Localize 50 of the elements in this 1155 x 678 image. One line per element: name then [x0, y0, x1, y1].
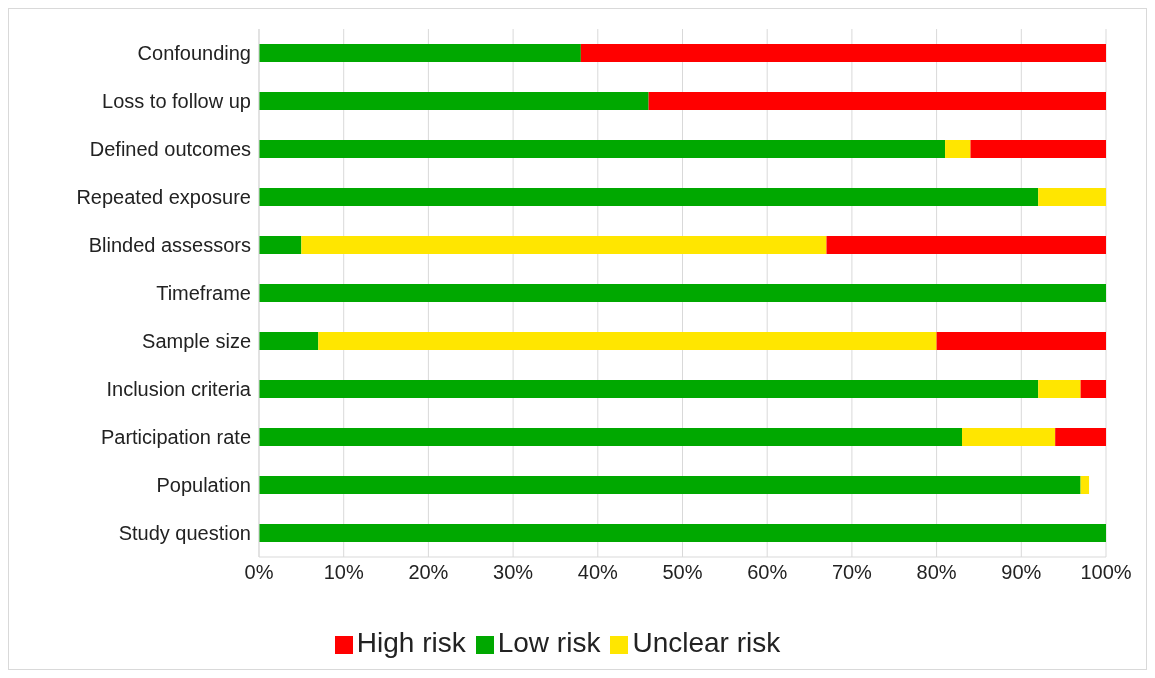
bar: [826, 236, 1106, 254]
bar: [301, 236, 827, 254]
x-tick-label: 70%: [831, 561, 873, 584]
bar: [580, 44, 1106, 62]
bar: [259, 92, 649, 110]
bar: [259, 284, 1106, 302]
y-tick-label: Blinded assessors: [88, 234, 251, 257]
legend-label: Unclear risk: [632, 627, 781, 658]
bar: [1080, 476, 1090, 494]
bar: [1080, 380, 1106, 398]
x-tick-label: 20%: [408, 561, 449, 584]
bar: [259, 524, 1106, 542]
bar: [259, 332, 319, 350]
y-tick-label: Loss to follow up: [102, 90, 251, 113]
x-tick-label: 100%: [1080, 561, 1132, 584]
bar: [970, 140, 1106, 158]
y-tick-label: Confounding: [137, 42, 251, 65]
bar: [259, 428, 963, 446]
bar: [945, 140, 971, 158]
legend-label: High risk: [356, 627, 466, 658]
x-tick-label: 30%: [493, 561, 534, 584]
y-tick-label: Population: [156, 474, 251, 497]
x-tick-label: 90%: [1001, 561, 1042, 584]
x-tick-label: 60%: [747, 561, 788, 584]
bar: [259, 236, 302, 254]
legend-label: Low risk: [497, 627, 601, 658]
bar: [936, 332, 1106, 350]
bar: [318, 332, 937, 350]
y-tick-label: Inclusion criteria: [106, 378, 252, 401]
bar: [259, 44, 581, 62]
bar: [259, 380, 1039, 398]
x-tick-label: 80%: [916, 561, 957, 584]
bar: [962, 428, 1056, 446]
bar: [259, 188, 1039, 206]
y-tick-label: Study question: [118, 522, 251, 545]
bar: [1038, 380, 1081, 398]
y-tick-label: Repeated exposure: [76, 186, 251, 209]
bar: [1038, 188, 1106, 206]
bar: [259, 140, 946, 158]
bar: [1055, 428, 1106, 446]
y-tick-label: Timeframe: [156, 282, 251, 305]
bar: [259, 476, 1081, 494]
x-tick-label: 0%: [244, 561, 274, 584]
y-tick-label: Sample size: [142, 330, 251, 353]
x-tick-label: 10%: [323, 561, 364, 584]
y-tick-label: Defined outcomes: [89, 138, 251, 161]
x-tick-label: 40%: [577, 561, 619, 584]
y-tick-label: Participation rate: [100, 426, 251, 449]
x-tick-label: 50%: [662, 561, 703, 584]
bar: [648, 92, 1106, 110]
